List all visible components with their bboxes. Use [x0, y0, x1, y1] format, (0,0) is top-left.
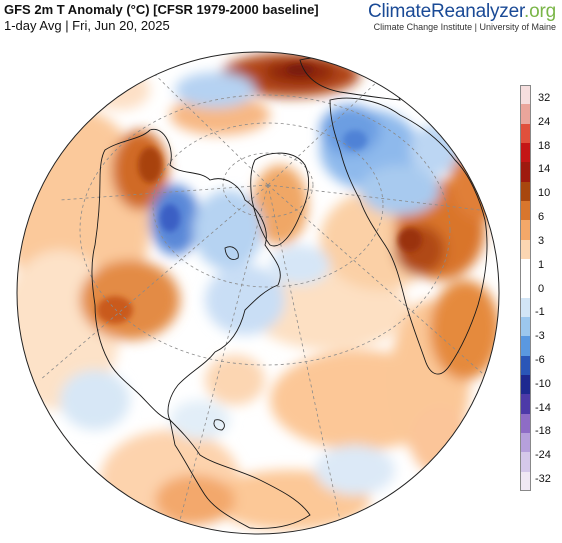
colorbar-segment [520, 375, 531, 395]
globe-outline [16, 51, 500, 535]
colorbar-tick-label: 1 [538, 258, 545, 271]
brand-name-main: ClimateReanalyzer [367, 1, 525, 22]
colorbar-segment [520, 143, 531, 163]
colorbar-segment [520, 355, 531, 376]
colorbar-segment [520, 394, 531, 415]
colorbar-tick-label: 14 [538, 163, 551, 176]
colorbar-tick-label: -18 [535, 425, 551, 438]
colorbar-segment [520, 239, 531, 260]
colorbar-segment [520, 317, 531, 337]
colorbar-segment [520, 433, 531, 453]
map-subtitle: 1-day Avg | Fri, Jun 20, 2025 [4, 18, 170, 33]
colorbar-tick-label: 24 [538, 115, 551, 128]
colorbar-tick-label: -1 [535, 306, 545, 319]
colorbar-tick-label: -3 [535, 330, 545, 343]
map-title: GFS 2m T Anomaly (°C) [CFSR 1979-2000 ba… [4, 2, 319, 17]
colorbar-segment [520, 259, 531, 279]
brand-name: ClimateReanalyzer.org [368, 1, 556, 23]
brand-name-suffix: .org [524, 1, 556, 22]
colorbar-segment [520, 413, 531, 434]
colorbar-tick-label: -24 [535, 449, 551, 462]
colorbar-segment [520, 201, 531, 221]
colorbar-segment [520, 85, 531, 105]
brand-tagline: Climate Change Institute | University of… [373, 22, 556, 32]
colorbar-tick-label: 32 [538, 92, 551, 104]
colorbar-tick-label: -10 [535, 377, 551, 390]
colorbar-tick-label: -32 [535, 473, 551, 485]
colorbar-tick-label: -6 [535, 353, 545, 366]
colorbar-segment [520, 336, 531, 357]
colorbar-segment [520, 220, 531, 241]
colorbar-segment [520, 297, 531, 318]
colorbar-tick-label: 10 [538, 187, 551, 200]
colorbar-segment [520, 452, 531, 473]
colorbar-tick-label: 3 [538, 234, 545, 247]
graticule [39, 59, 491, 521]
colorbar-segment [520, 162, 531, 183]
colorbar-segment [520, 104, 531, 125]
colorbar-segment [520, 471, 531, 492]
colorbar-tick-label: 0 [538, 282, 545, 295]
colorbar-tick-label: -14 [535, 401, 551, 414]
colorbar-tick-label: 6 [538, 211, 545, 224]
colorbar-segment [520, 123, 531, 144]
brand-logo[interactable]: ClimateReanalyzer.org Climate Change Ins… [368, 1, 556, 32]
colorbar-tick-label: 18 [538, 139, 551, 152]
colorbar-segment [520, 181, 531, 202]
colorbar-segment [520, 278, 531, 299]
colorbar-frame [520, 85, 531, 491]
colorbar [520, 85, 531, 492]
